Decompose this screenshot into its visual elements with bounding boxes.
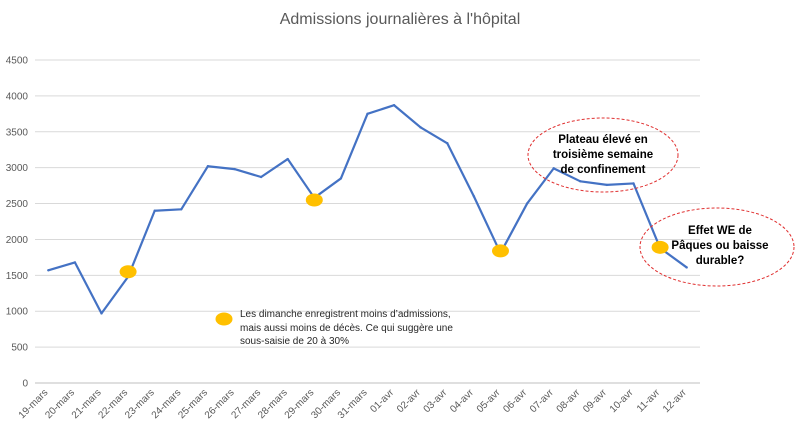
x-tick-label: 12-avr [661, 387, 689, 415]
y-tick-label: 1000 [6, 307, 29, 318]
x-tick-label: 08-avr [555, 387, 583, 415]
data-point [446, 142, 449, 145]
x-tick-label: 11-avr [635, 387, 663, 415]
annotation-line: Plateau élevé en [558, 134, 648, 146]
annotation-line: Pâques ou baisse [671, 240, 769, 252]
x-tick-label: 06-avr [501, 387, 529, 415]
data-point [419, 126, 422, 129]
data-point [259, 175, 263, 179]
annotation-ellipse [527, 117, 679, 193]
data-point [180, 208, 183, 211]
x-tick-label: 01-avr [368, 387, 396, 415]
sunday-note: Les dimanche enregistrent moins d’admiss… [240, 308, 453, 349]
sunday-marker [492, 244, 509, 258]
x-tick-label: 02-avr [395, 387, 423, 415]
sunday-marker [119, 265, 137, 279]
data-point [366, 112, 369, 116]
data-point [579, 180, 582, 183]
sunday-marker [651, 240, 669, 254]
annotation-easter: Effet WE de Pâques ou baisse durable? [650, 224, 790, 269]
y-tick-label: 4500 [6, 56, 29, 67]
y-tick-label: 0 [22, 379, 28, 390]
x-tick-label: 03-avr [422, 387, 450, 415]
annotation-plateau: Plateau élevé en troisième semaine de co… [533, 133, 673, 178]
x-tick-label: 09-avr [581, 387, 609, 415]
legend-marker [215, 312, 233, 326]
annotation-ellipse [639, 207, 795, 287]
annotation-line: de confinement [560, 164, 646, 176]
chart-title: Admissions journalières à l'hôpital [279, 11, 521, 28]
y-tick-label: 1500 [6, 271, 29, 282]
data-point [286, 157, 289, 161]
y-tick-label: 3000 [6, 163, 29, 174]
data-point [552, 167, 555, 170]
y-tick-label: 2000 [6, 235, 29, 246]
y-tick-label: 4000 [6, 91, 29, 102]
data-point [525, 202, 529, 205]
sunday-marker [305, 193, 323, 207]
data-point [685, 266, 688, 269]
data-point [206, 165, 210, 168]
x-tick-label: 05-avr [475, 387, 503, 415]
x-tick-label: 07-avr [528, 387, 556, 415]
sunday-note-line: Les dimanche enregistrent moins d’admiss… [240, 309, 451, 320]
y-tick-label: 2500 [6, 199, 29, 210]
sunday-note-line: mais aussi moins de décès. Ce qui suggèr… [240, 322, 453, 334]
data-point [153, 209, 156, 212]
x-tick-label: 10-avr [608, 387, 636, 415]
data-point [339, 177, 343, 180]
data-point [73, 261, 77, 264]
data-point [100, 312, 103, 315]
data-point [47, 269, 50, 272]
sunday-note-line: sous-saisie de 20 à 30% [240, 336, 349, 347]
annotation-line: troisième semaine [552, 149, 654, 161]
y-tick-label: 500 [11, 343, 28, 354]
data-point [392, 104, 396, 107]
annotation-line: durable? [695, 255, 745, 267]
x-tick-label: 04-avr [448, 387, 476, 415]
annotation-line: Effet WE de [688, 225, 752, 237]
data-point [233, 167, 236, 171]
data-point [472, 195, 476, 198]
x-tick-label: 31-mars [336, 387, 370, 421]
data-point [632, 182, 635, 185]
data-point [605, 183, 609, 187]
y-tick-label: 3500 [6, 127, 29, 138]
